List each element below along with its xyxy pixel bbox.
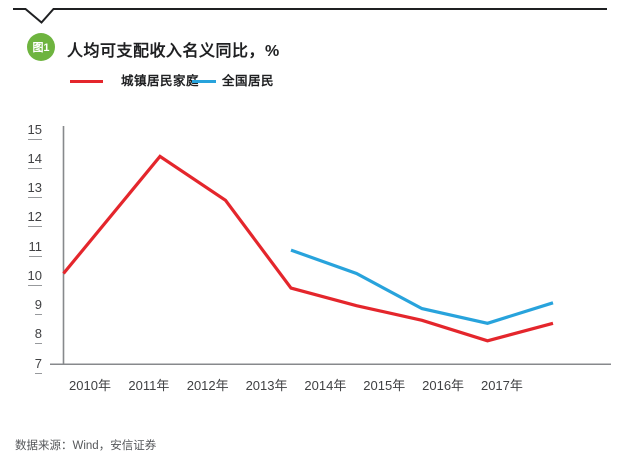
- figure-number-badge: 图1: [27, 33, 55, 61]
- top-rule-decoration: [13, 8, 607, 24]
- x-tick-label: 2013年: [245, 378, 288, 393]
- series-line-national-residents: [290, 248, 554, 325]
- series-lines: [62, 154, 554, 343]
- y-tick-label: 9: [10, 296, 42, 316]
- y-tick-label: 12: [10, 208, 42, 228]
- y-tick-text: 7: [34, 355, 42, 374]
- x-tick-label: 2014年: [304, 378, 347, 393]
- y-tick-label: 14: [10, 150, 42, 169]
- legend-label-urban-households: 城镇居民家庭: [121, 74, 200, 88]
- x-tick-label: 2012年: [186, 378, 229, 393]
- y-tick-label: 15: [10, 121, 42, 140]
- figure-number-label: 图1: [32, 42, 50, 54]
- y-tick-text: 10: [27, 267, 42, 286]
- axes: [50, 126, 611, 366]
- x-tick-label: 2015年: [363, 378, 406, 393]
- figure-title: 人均可支配收入名义同比，%: [67, 43, 280, 60]
- x-tick-label: 2011年: [128, 378, 170, 393]
- y-tick-text: 8: [34, 325, 42, 345]
- y-tick-text: 13: [27, 179, 42, 199]
- axis-lines: [50, 126, 611, 366]
- y-tick-label: 11: [10, 238, 42, 257]
- y-tick-label: 13: [10, 179, 42, 199]
- y-tick-text: 9: [34, 296, 42, 316]
- y-tick-text: 11: [28, 238, 42, 257]
- series-line-urban-households: [62, 154, 554, 343]
- y-tick-text: 14: [27, 150, 42, 169]
- source-note: 数据来源：Wind，安信证券: [15, 440, 157, 452]
- y-tick-label: 7: [10, 355, 42, 374]
- legend-label-national-residents: 全国居民: [222, 74, 275, 88]
- legend-swatch-urban-households: [70, 80, 103, 83]
- x-tick-label: 2017年: [480, 378, 523, 393]
- y-tick-label: 8: [10, 325, 42, 345]
- legend-swatch-national-residents: [192, 80, 216, 83]
- x-tick-label: 2010年: [69, 378, 111, 393]
- y-tick-text: 12: [27, 208, 42, 228]
- x-tick-label: 2016年: [422, 378, 465, 393]
- y-tick-text: 15: [27, 121, 42, 140]
- y-tick-label: 10: [10, 267, 42, 286]
